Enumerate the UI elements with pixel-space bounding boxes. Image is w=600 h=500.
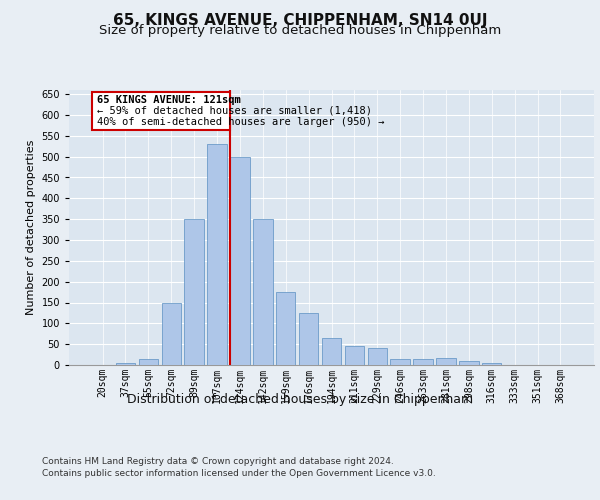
Y-axis label: Number of detached properties: Number of detached properties [26, 140, 36, 315]
Bar [116, 363, 135, 365]
Text: 65 KINGS AVENUE: 121sqm: 65 KINGS AVENUE: 121sqm [97, 94, 241, 104]
Bar [161, 302, 181, 365]
Text: 65, KINGS AVENUE, CHIPPENHAM, SN14 0UJ: 65, KINGS AVENUE, CHIPPENHAM, SN14 0UJ [113, 12, 487, 28]
Bar [344, 346, 364, 365]
FancyBboxPatch shape [92, 92, 230, 130]
Bar [436, 358, 455, 365]
Text: Contains HM Land Registry data © Crown copyright and database right 2024.: Contains HM Land Registry data © Crown c… [42, 458, 394, 466]
Bar [184, 219, 204, 365]
Bar [253, 219, 272, 365]
Bar [459, 361, 479, 365]
Bar [208, 144, 227, 365]
Bar [139, 359, 158, 365]
Bar [276, 292, 295, 365]
Bar [368, 348, 387, 365]
Text: ← 59% of detached houses are smaller (1,418): ← 59% of detached houses are smaller (1,… [97, 106, 372, 116]
Text: Contains public sector information licensed under the Open Government Licence v3: Contains public sector information licen… [42, 468, 436, 477]
Bar [230, 156, 250, 365]
Bar [413, 359, 433, 365]
Text: Distribution of detached houses by size in Chippenham: Distribution of detached houses by size … [127, 392, 473, 406]
Bar [482, 363, 502, 365]
Bar [391, 359, 410, 365]
Bar [299, 313, 319, 365]
Text: Size of property relative to detached houses in Chippenham: Size of property relative to detached ho… [99, 24, 501, 37]
Bar [322, 338, 341, 365]
Text: 40% of semi-detached houses are larger (950) →: 40% of semi-detached houses are larger (… [97, 117, 385, 127]
